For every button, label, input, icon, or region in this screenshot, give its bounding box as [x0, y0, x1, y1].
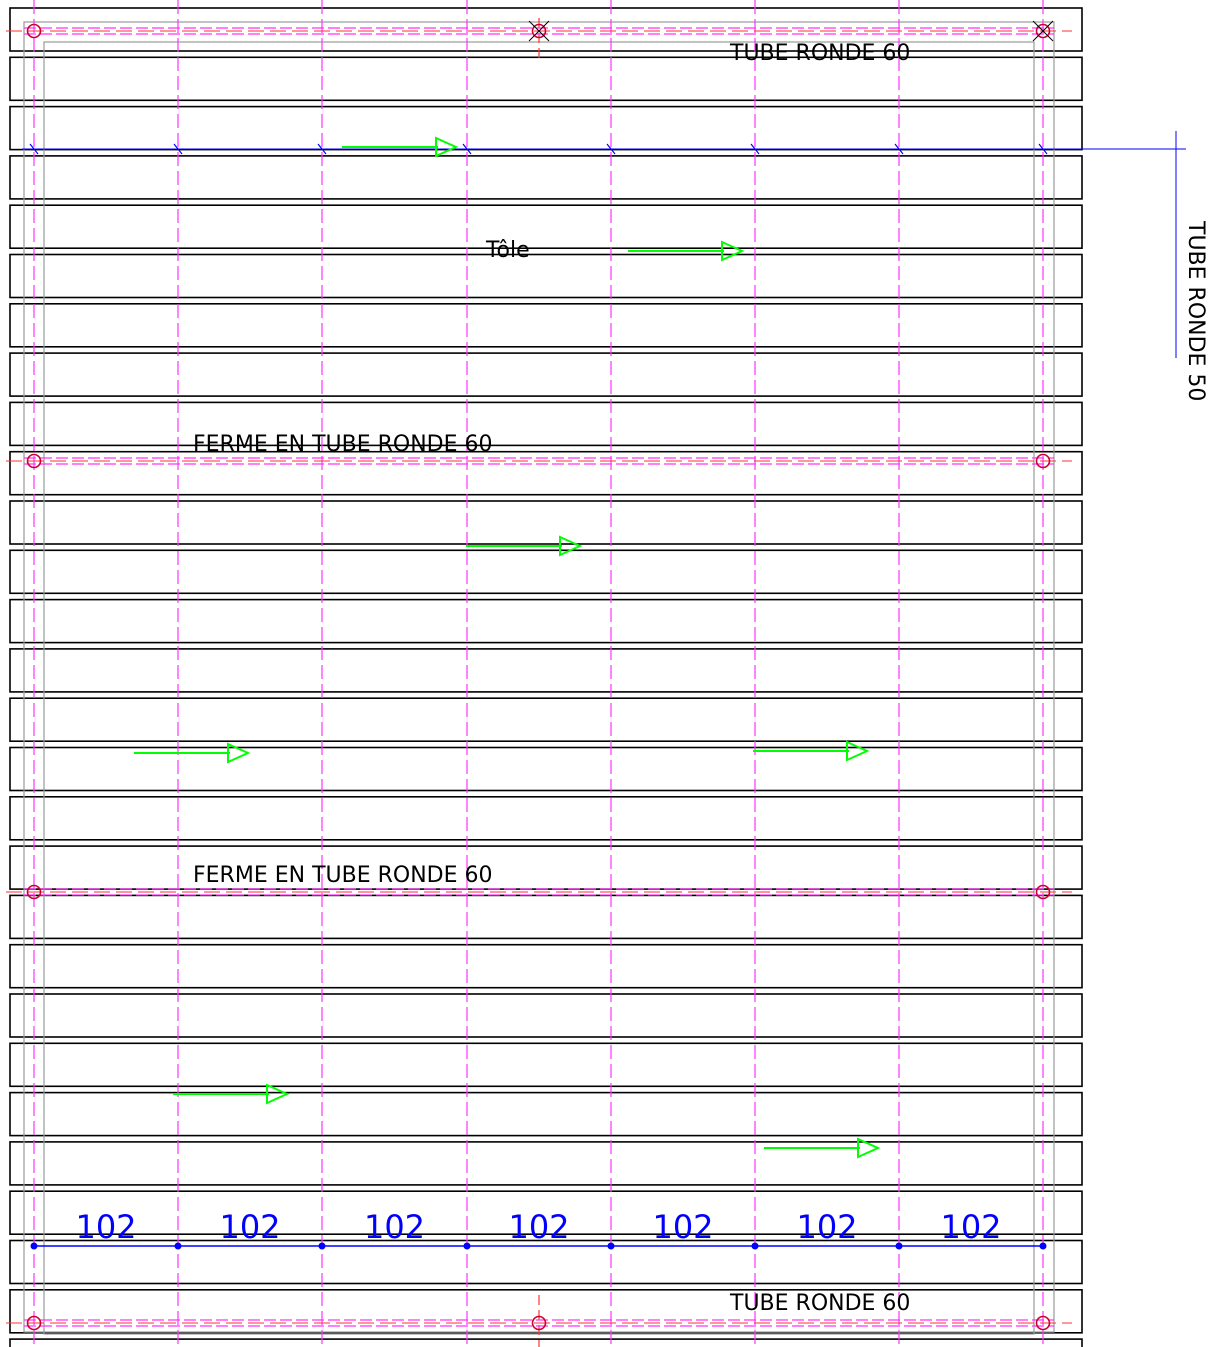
- node-circle: [531, 1315, 547, 1331]
- node-circle: [26, 884, 42, 900]
- node-circle: [26, 1315, 42, 1331]
- node-cross: [1032, 20, 1054, 42]
- node-circle: [26, 453, 42, 469]
- node-circle: [531, 23, 547, 39]
- dimension-node: [463, 1242, 471, 1250]
- direction-arrow-head: [846, 740, 870, 762]
- truss-label-2: FERME EN TUBE RONDE 60: [193, 863, 492, 888]
- node-circle: [1035, 884, 1051, 900]
- dimension-value: 102: [508, 1208, 569, 1246]
- purlin-axis-lines: [33, 0, 1044, 1347]
- sheet-plank: [9, 598, 1083, 644]
- node-circle: [1035, 453, 1051, 469]
- side-tube-label: TUBE RONDE 50: [1183, 220, 1208, 401]
- direction-arrow-head: [857, 1137, 881, 1159]
- sheet-plank: [9, 1091, 1083, 1137]
- side-tube-tick: [29, 143, 39, 155]
- dimension-node: [318, 1242, 326, 1250]
- dimension-value: 102: [940, 1208, 1001, 1246]
- sheet-plank: [9, 204, 1083, 249]
- bottom-tube-label: TUBE RONDE 60: [729, 1291, 910, 1316]
- truss-label-1: FERME EN TUBE RONDE 60: [193, 432, 492, 457]
- node-circle: [1035, 23, 1051, 39]
- side-tube-tick: [173, 143, 183, 155]
- sheet-plank: [9, 845, 1083, 890]
- direction-arrow-head: [559, 535, 583, 557]
- sheet-direction-arrows: [134, 136, 881, 1159]
- sheet-plank: [9, 943, 1083, 989]
- sheet-plank: [9, 1042, 1083, 1088]
- truss-lines: [6, 27, 1072, 1327]
- sheet-plank: [9, 648, 1083, 693]
- direction-arrow-head: [266, 1083, 290, 1105]
- side-tube-tick: [1038, 143, 1048, 155]
- direction-arrow-head: [435, 136, 459, 158]
- dimension-node: [607, 1242, 615, 1250]
- sheet-label: Tôle: [485, 238, 530, 263]
- sheet-plank: [9, 500, 1083, 545]
- sheet-plank: [9, 697, 1083, 743]
- sheet-plank: [9, 795, 1083, 841]
- sheet-plank: [9, 56, 1083, 102]
- sheet-plank: [9, 746, 1083, 792]
- direction-arrow-head: [721, 240, 745, 262]
- dimension-node: [30, 1242, 38, 1250]
- node-cross: [528, 20, 550, 42]
- sheet-plank: [9, 155, 1083, 200]
- sheet-plank: [9, 352, 1083, 397]
- side-tube-tick: [894, 143, 904, 155]
- dimension-node: [1039, 1242, 1047, 1250]
- dimension-value: 102: [796, 1208, 857, 1246]
- sheet-plank: [9, 1141, 1083, 1186]
- sheet-plank: [9, 302, 1083, 348]
- node-circles: [26, 20, 1054, 1331]
- sheet-plank: [9, 401, 1083, 447]
- dimension-node: [895, 1242, 903, 1250]
- node-circle: [1035, 1315, 1051, 1331]
- sheet-plank: [9, 894, 1083, 940]
- sheet-plank: [9, 1239, 1083, 1285]
- direction-arrow-head: [227, 742, 251, 764]
- sheet-plank: [9, 549, 1083, 595]
- dimension-value: 102: [364, 1208, 425, 1246]
- sheet-plank: [9, 450, 1083, 496]
- node-circle: [26, 23, 42, 39]
- dimension-value: 102: [75, 1208, 136, 1246]
- dimension-chain: 102 102 102 102 102 102 102: [30, 1208, 1047, 1250]
- sheet-plank: [9, 993, 1083, 1038]
- roof-sheet-planks: [9, 7, 1083, 1347]
- sheet-plank: [9, 105, 1083, 151]
- side-tube-tick: [606, 143, 616, 155]
- side-tube-tick: [750, 143, 760, 155]
- sheet-plank: [9, 1190, 1083, 1235]
- dimension-value: 102: [652, 1208, 713, 1246]
- dimension-node: [174, 1242, 182, 1250]
- dimension-node: [751, 1242, 759, 1250]
- sheet-plank: [9, 253, 1083, 299]
- dimension-value: 102: [219, 1208, 280, 1246]
- side-tube-line: [22, 131, 1186, 358]
- side-tube-tick: [462, 143, 472, 155]
- top-tube-label: TUBE RONDE 60: [729, 41, 910, 66]
- side-tube-tick: [317, 143, 327, 155]
- sheet-plank: [9, 1338, 1083, 1347]
